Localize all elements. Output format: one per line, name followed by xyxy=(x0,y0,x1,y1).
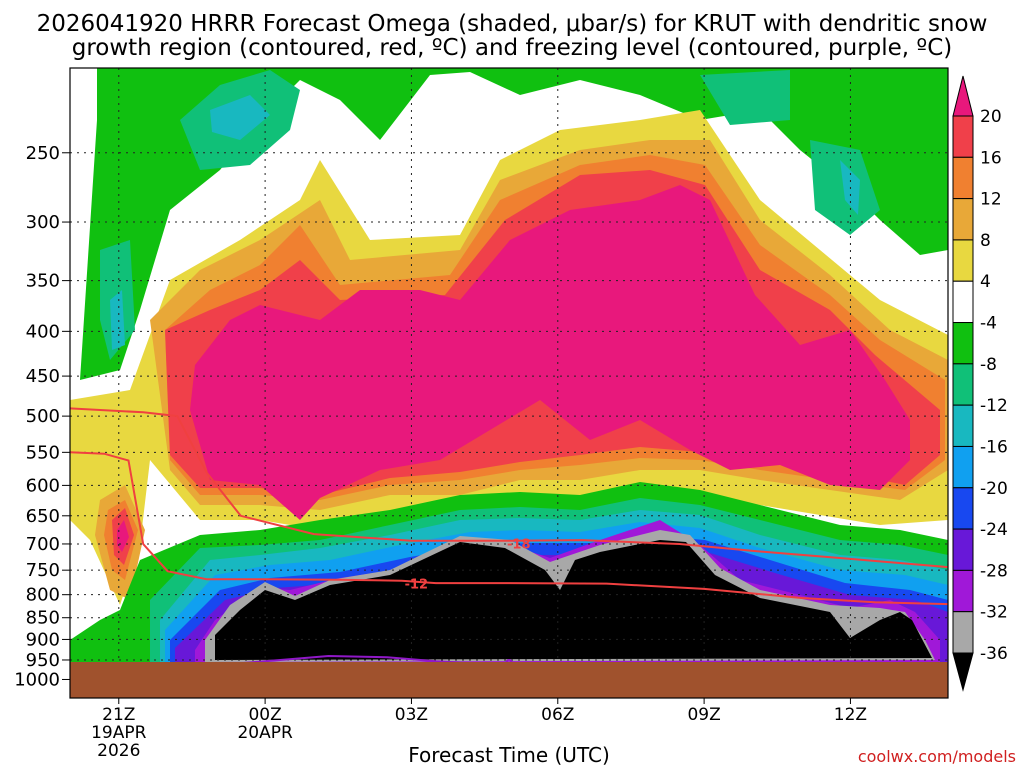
colorbar-bin-4 xyxy=(952,239,974,282)
y-tick-label-500: 500 xyxy=(26,406,60,427)
y-tick-label-550: 550 xyxy=(26,442,60,463)
y-tick-label-800: 800 xyxy=(26,585,60,606)
colorbar-bottom-arrow xyxy=(952,652,974,692)
isotherm-line--18 xyxy=(69,407,949,569)
colorbar-bin-3 xyxy=(952,198,974,241)
omega-region-black-low xyxy=(215,540,932,660)
x-tick-label-21Z: 21Z xyxy=(102,705,135,725)
omega-region-green xyxy=(80,68,948,380)
colorbar-bin-11 xyxy=(952,528,974,571)
colorbar-label--8: -8 xyxy=(980,355,997,375)
x-tick-label-12Z: 12Z xyxy=(834,705,867,725)
colorbar-bin-5 xyxy=(952,280,974,324)
y-tick-label-600: 600 xyxy=(26,475,60,496)
colorbar-bin-1 xyxy=(952,115,974,158)
x-tick-label-09Z: 09Z xyxy=(687,705,720,725)
y-axis: 2503003504004505005506006507007508008509… xyxy=(14,143,70,690)
colorbar-label--20: -20 xyxy=(980,479,1008,499)
colorbar-bin-13 xyxy=(952,611,974,654)
credit-link[interactable]: coolwx.com/models xyxy=(858,747,1016,766)
colorbar-label--32: -32 xyxy=(980,603,1008,623)
x-tick-date-21Z: 19APR xyxy=(91,723,147,743)
colorbar-label--16: -16 xyxy=(980,437,1008,457)
colorbar-top-arrow xyxy=(952,75,974,117)
x-axis-label: Forecast Time (UTC) xyxy=(408,743,610,767)
colorbar-label--28: -28 xyxy=(980,561,1008,581)
y-tick-label-400: 400 xyxy=(26,321,60,342)
colorbar-bin-7 xyxy=(952,363,974,406)
x-tick-year-21Z: 2026 xyxy=(97,741,140,761)
y-tick-label-250: 250 xyxy=(26,143,60,164)
colorbar-label--4: -4 xyxy=(980,314,997,334)
isotherm-label--18: -18 xyxy=(507,537,531,552)
y-tick-label-700: 700 xyxy=(26,534,60,555)
colorbar-label-8: 8 xyxy=(980,231,991,251)
y-tick-label-750: 750 xyxy=(26,560,60,581)
plot-frame xyxy=(69,67,949,699)
x-tick-label-06Z: 06Z xyxy=(541,705,574,725)
colorbar-bin-9 xyxy=(952,445,974,489)
colorbar-label-4: 4 xyxy=(980,272,991,292)
isotherm-label--12: -12 xyxy=(405,578,429,593)
x-tick-label-03Z: 03Z xyxy=(395,705,428,725)
colorbar: 20 16 12 8 4 -4 -8 -12 -16 -20 -24 -28 -32 -36 xyxy=(952,75,1008,692)
chart-title-line2: growth region (contoured, red, ºC) and f… xyxy=(72,35,953,61)
y-tick-label-1000: 1000 xyxy=(14,669,60,690)
y-tick-label-350: 350 xyxy=(26,271,60,292)
y-tick-label-850: 850 xyxy=(26,608,60,629)
y-tick-label-650: 650 xyxy=(26,506,60,527)
colorbar-label--12: -12 xyxy=(980,396,1008,416)
colorbar-label--24: -24 xyxy=(980,520,1008,540)
plot-area: -18-120 xyxy=(69,67,949,699)
isotherm-line--12 xyxy=(69,451,949,606)
omega-region-magenta xyxy=(117,185,910,552)
colorbar-label--36: -36 xyxy=(980,644,1008,664)
x-tick-label-00Z: 00Z xyxy=(248,705,281,725)
chart-title-line1: 2026041920 HRRR Forecast Omega (shaded, … xyxy=(37,11,988,37)
colorbar-bin-12 xyxy=(952,569,974,613)
colorbar-bin-2 xyxy=(952,156,974,200)
colorbar-label-12: 12 xyxy=(980,190,1002,210)
colorbar-bin-10 xyxy=(952,487,974,530)
ground-surface xyxy=(70,662,948,698)
y-tick-label-950: 950 xyxy=(26,650,60,671)
y-tick-label-300: 300 xyxy=(26,212,60,233)
y-tick-label-900: 900 xyxy=(26,629,60,650)
colorbar-bin-6 xyxy=(952,322,974,365)
colorbar-label-16: 16 xyxy=(980,148,1002,168)
grid-lines xyxy=(70,68,948,698)
omega-shading xyxy=(70,68,948,665)
y-tick-label-450: 450 xyxy=(26,366,60,387)
x-tick-date-00Z: 20APR xyxy=(237,723,293,743)
colorbar-bin-8 xyxy=(952,404,974,447)
colorbar-label-20: 20 xyxy=(980,107,1002,127)
